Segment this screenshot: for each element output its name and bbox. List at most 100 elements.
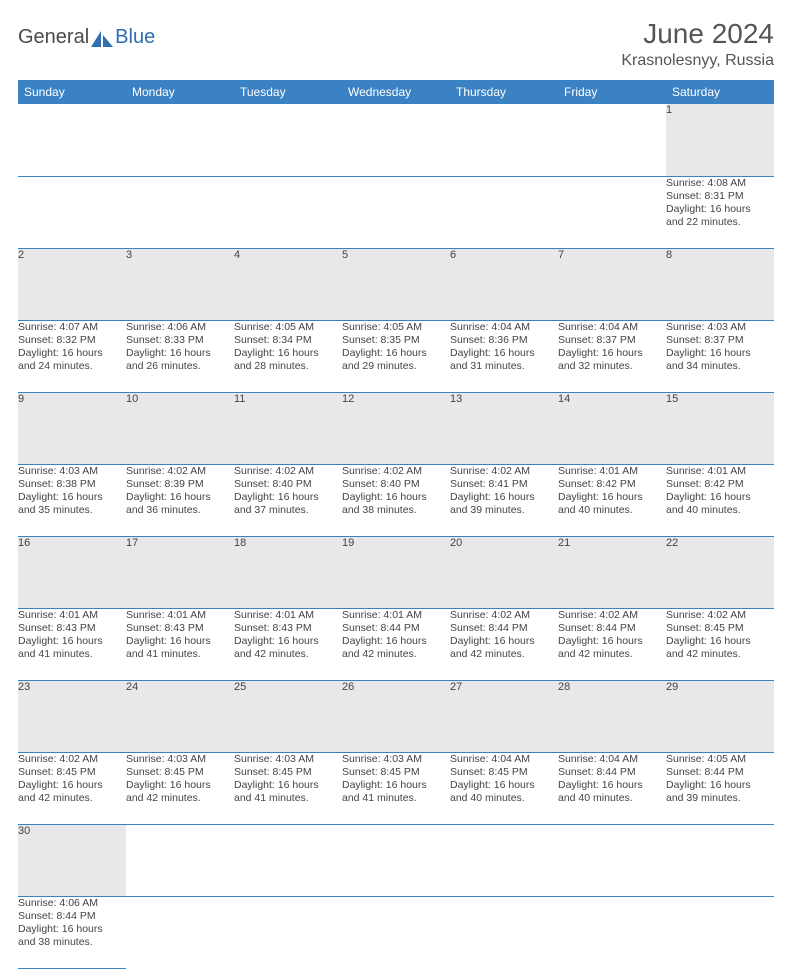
day-number-cell: 20 [450, 536, 558, 608]
day-content-cell: Sunrise: 4:04 AMSunset: 8:45 PMDaylight:… [450, 752, 558, 824]
sunrise-text: Sunrise: 4:02 AM [450, 465, 558, 478]
day1-text: Daylight: 16 hours [18, 491, 126, 504]
day2-text: and 36 minutes. [126, 504, 234, 517]
day1-text: Daylight: 16 hours [126, 779, 234, 792]
sunset-text: Sunset: 8:44 PM [666, 766, 774, 779]
day2-text: and 35 minutes. [18, 504, 126, 517]
day-content-cell: Sunrise: 4:06 AMSunset: 8:44 PMDaylight:… [18, 896, 126, 968]
day-content-cell: Sunrise: 4:04 AMSunset: 8:44 PMDaylight:… [558, 752, 666, 824]
day-content-cell: Sunrise: 4:03 AMSunset: 8:45 PMDaylight:… [126, 752, 234, 824]
day2-text: and 40 minutes. [450, 792, 558, 805]
sunset-text: Sunset: 8:34 PM [234, 334, 342, 347]
weekday-header: Monday [126, 80, 234, 104]
sunset-text: Sunset: 8:43 PM [234, 622, 342, 635]
day2-text: and 42 minutes. [234, 648, 342, 661]
sunset-text: Sunset: 8:36 PM [450, 334, 558, 347]
brand-logo: General Blue [18, 26, 155, 49]
sunrise-text: Sunrise: 4:01 AM [558, 465, 666, 478]
day-content-cell: Sunrise: 4:01 AMSunset: 8:42 PMDaylight:… [558, 464, 666, 536]
sunset-text: Sunset: 8:45 PM [18, 766, 126, 779]
sunrise-text: Sunrise: 4:03 AM [666, 321, 774, 334]
day-content-cell: Sunrise: 4:02 AMSunset: 8:40 PMDaylight:… [234, 464, 342, 536]
sunrise-text: Sunrise: 4:04 AM [558, 321, 666, 334]
day-number-cell [342, 104, 450, 176]
sunset-text: Sunset: 8:40 PM [234, 478, 342, 491]
day-content-cell: Sunrise: 4:01 AMSunset: 8:44 PMDaylight:… [342, 608, 450, 680]
day-content-row: Sunrise: 4:02 AMSunset: 8:45 PMDaylight:… [18, 752, 774, 824]
day1-text: Daylight: 16 hours [18, 779, 126, 792]
weekday-header: Tuesday [234, 80, 342, 104]
day-content-cell: Sunrise: 4:01 AMSunset: 8:43 PMDaylight:… [234, 608, 342, 680]
day-content-cell: Sunrise: 4:02 AMSunset: 8:40 PMDaylight:… [342, 464, 450, 536]
day-number-cell: 10 [126, 392, 234, 464]
weekday-header: Thursday [450, 80, 558, 104]
day-content-cell [342, 176, 450, 248]
day-number-cell: 23 [18, 680, 126, 752]
calendar-table: Sunday Monday Tuesday Wednesday Thursday… [18, 80, 774, 969]
day-number-cell: 19 [342, 536, 450, 608]
day-content-cell [234, 176, 342, 248]
sunset-text: Sunset: 8:44 PM [558, 766, 666, 779]
day-number-cell: 1 [666, 104, 774, 176]
day-number-cell: 26 [342, 680, 450, 752]
weekday-header: Wednesday [342, 80, 450, 104]
day1-text: Daylight: 16 hours [558, 635, 666, 648]
sunrise-text: Sunrise: 4:02 AM [666, 609, 774, 622]
day-number-cell [450, 824, 558, 896]
day-content-cell: Sunrise: 4:05 AMSunset: 8:35 PMDaylight:… [342, 320, 450, 392]
day1-text: Daylight: 16 hours [126, 491, 234, 504]
sunset-text: Sunset: 8:39 PM [126, 478, 234, 491]
day-number-cell [126, 824, 234, 896]
day2-text: and 42 minutes. [18, 792, 126, 805]
day-number-cell [234, 824, 342, 896]
day2-text: and 41 minutes. [18, 648, 126, 661]
day-content-cell [18, 176, 126, 248]
day-number-row: 16171819202122 [18, 536, 774, 608]
day-content-cell [126, 176, 234, 248]
sail-icon [91, 31, 113, 47]
day2-text: and 42 minutes. [450, 648, 558, 661]
day-number-cell [234, 104, 342, 176]
day-content-cell: Sunrise: 4:02 AMSunset: 8:45 PMDaylight:… [18, 752, 126, 824]
day1-text: Daylight: 16 hours [342, 635, 450, 648]
day1-text: Daylight: 16 hours [666, 635, 774, 648]
day1-text: Daylight: 16 hours [450, 491, 558, 504]
sunrise-text: Sunrise: 4:02 AM [450, 609, 558, 622]
day-content-cell: Sunrise: 4:04 AMSunset: 8:36 PMDaylight:… [450, 320, 558, 392]
sunset-text: Sunset: 8:40 PM [342, 478, 450, 491]
sunset-text: Sunset: 8:45 PM [234, 766, 342, 779]
day-number-cell: 7 [558, 248, 666, 320]
day-content-cell: Sunrise: 4:05 AMSunset: 8:34 PMDaylight:… [234, 320, 342, 392]
day1-text: Daylight: 16 hours [450, 635, 558, 648]
day2-text: and 42 minutes. [342, 648, 450, 661]
day-content-cell: Sunrise: 4:02 AMSunset: 8:44 PMDaylight:… [450, 608, 558, 680]
sunset-text: Sunset: 8:45 PM [342, 766, 450, 779]
day2-text: and 32 minutes. [558, 360, 666, 373]
day-content-cell [342, 896, 450, 968]
day-content-row: Sunrise: 4:07 AMSunset: 8:32 PMDaylight:… [18, 320, 774, 392]
day-number-cell: 28 [558, 680, 666, 752]
sunrise-text: Sunrise: 4:08 AM [666, 177, 774, 190]
day-content-cell: Sunrise: 4:01 AMSunset: 8:42 PMDaylight:… [666, 464, 774, 536]
day-content-cell: Sunrise: 4:08 AMSunset: 8:31 PMDaylight:… [666, 176, 774, 248]
sunset-text: Sunset: 8:42 PM [666, 478, 774, 491]
day-content-cell [234, 896, 342, 968]
day2-text: and 26 minutes. [126, 360, 234, 373]
day-number-row: 30 [18, 824, 774, 896]
day-number-row: 2345678 [18, 248, 774, 320]
day1-text: Daylight: 16 hours [234, 491, 342, 504]
day-content-cell: Sunrise: 4:04 AMSunset: 8:37 PMDaylight:… [558, 320, 666, 392]
sunrise-text: Sunrise: 4:02 AM [126, 465, 234, 478]
sunset-text: Sunset: 8:43 PM [126, 622, 234, 635]
day-number-cell: 16 [18, 536, 126, 608]
day-number-cell [666, 824, 774, 896]
day-number-cell: 5 [342, 248, 450, 320]
day1-text: Daylight: 16 hours [126, 635, 234, 648]
day-content-row: Sunrise: 4:08 AMSunset: 8:31 PMDaylight:… [18, 176, 774, 248]
day-number-cell: 22 [666, 536, 774, 608]
day2-text: and 24 minutes. [18, 360, 126, 373]
day-content-cell: Sunrise: 4:06 AMSunset: 8:33 PMDaylight:… [126, 320, 234, 392]
day2-text: and 29 minutes. [342, 360, 450, 373]
sunset-text: Sunset: 8:32 PM [18, 334, 126, 347]
sunset-text: Sunset: 8:42 PM [558, 478, 666, 491]
